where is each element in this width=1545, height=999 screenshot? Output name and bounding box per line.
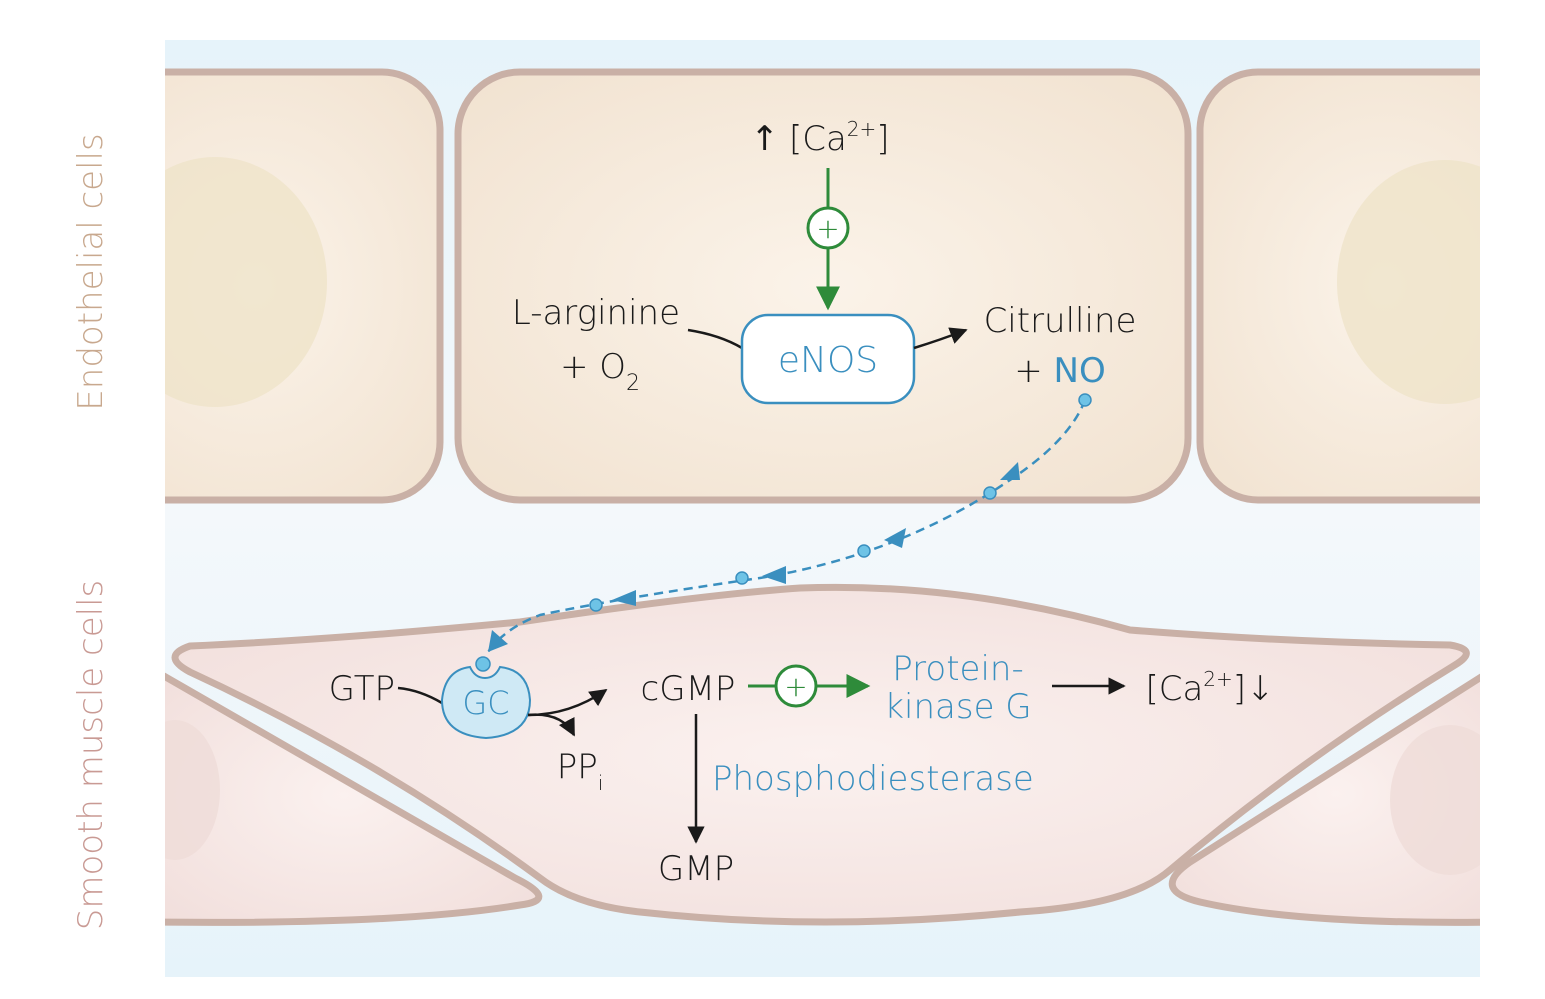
ppi-label: PPi [557, 747, 604, 795]
endothelial-cell-left [165, 68, 444, 504]
substrate-line1: L-arginine [512, 293, 680, 333]
substrate-connector [687, 328, 743, 350]
gmp-label: GMP [658, 849, 734, 889]
no-molecule [1078, 393, 1092, 407]
enos-enzyme-box [740, 313, 916, 405]
gtp-connector [397, 686, 443, 705]
smooth-muscle-cell-left [165, 672, 543, 926]
diffusion-arrowhead [884, 528, 906, 548]
pkg-activation-plus-symbol: + [784, 670, 807, 703]
diffusion-arrowhead [488, 630, 508, 652]
gtp-label: GTP [329, 669, 395, 709]
up-arrow-icon: ↑ [750, 119, 779, 159]
endothelial-cell-center [454, 68, 1192, 504]
product-arrow [913, 327, 968, 350]
substrate-line2: + O2 [560, 347, 640, 396]
phosphodiesterase-label: Phosphodiesterase [712, 759, 1034, 799]
no-molecule [589, 598, 603, 612]
smooth-muscle-cells-label: Smooth muscle cells [71, 580, 111, 930]
endothelial-cell-right [1196, 68, 1480, 504]
cgmp-label: cGMP [641, 669, 736, 709]
product-citrulline: Citrulline [984, 301, 1137, 341]
endothelial-cells-label: Endothelial cells [71, 133, 111, 410]
calcium-increase-label: ↑ [Ca2+] [750, 117, 889, 159]
product-no-line: + NO [1014, 351, 1106, 391]
no-molecule [983, 486, 997, 500]
gc-label: GC [462, 684, 509, 722]
gc-to-ppi-arrow [527, 713, 576, 737]
guanylyl-cyclase: GC [440, 656, 532, 740]
activation-plus-symbol: + [816, 212, 839, 245]
gc-no-binding-site [475, 656, 491, 672]
pkg-line2: kinase G [884, 687, 1031, 727]
enos-label: eNOS [778, 340, 878, 381]
pkg-line1: Protein- [892, 649, 1023, 689]
diffusion-arrowhead [612, 590, 636, 606]
diffusion-arrowhead [762, 566, 786, 584]
smooth-muscle-cell-right [1168, 673, 1480, 926]
diffusion-arrowhead [1000, 462, 1020, 480]
no-molecules [589, 393, 1092, 612]
no-diffusion-arrowheads [488, 462, 1020, 652]
no-molecule [857, 544, 871, 558]
calcium-decrease-label: [Ca2+]↓ [1145, 667, 1274, 709]
no-molecule [735, 571, 749, 585]
